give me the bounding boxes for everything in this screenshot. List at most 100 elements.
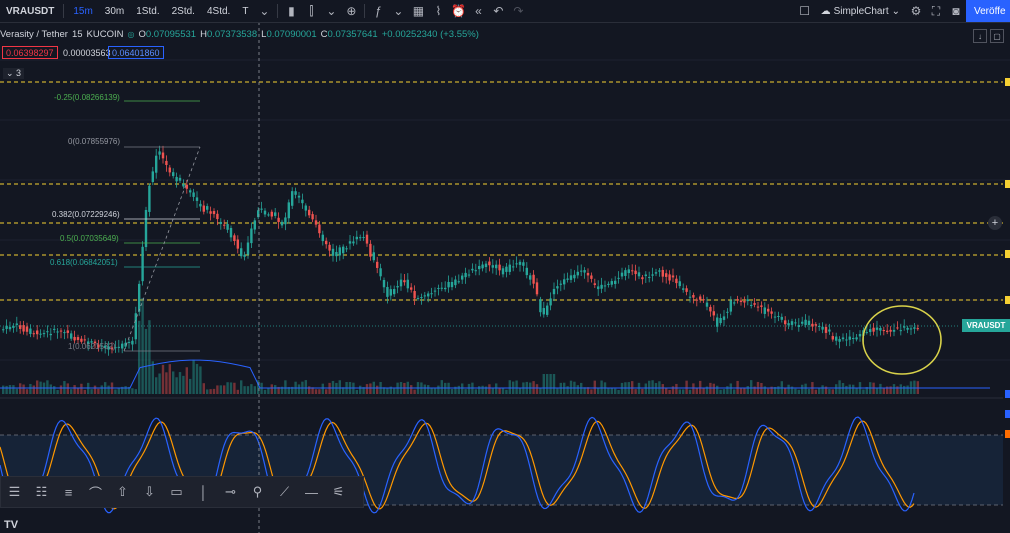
candle-body [525, 267, 528, 276]
alert-icon[interactable]: ⏰ [450, 4, 466, 18]
candle-body [739, 300, 743, 303]
candle-body [97, 344, 100, 348]
volume-bar [46, 380, 49, 394]
fullscreen-square-icon[interactable]: ☐ [799, 4, 810, 18]
candle-body [617, 277, 620, 279]
candle-body [886, 330, 889, 332]
candle-body [637, 272, 641, 277]
interval-30m[interactable]: 30m [104, 5, 125, 17]
maximize-icon[interactable]: ▢ [990, 29, 1004, 43]
fullscreen-icon[interactable]: ⛶ [931, 3, 941, 18]
candles [2, 145, 919, 356]
candle-body [372, 252, 375, 261]
chevron-down-icon[interactable]: ⌄ [393, 4, 404, 18]
layout-menu[interactable]: ☁ SimpleChart ⌄ [815, 0, 906, 22]
redo-icon[interactable]: ↷ [513, 4, 524, 18]
interval-1h[interactable]: 1Std. [136, 5, 160, 17]
interval-1d[interactable]: T [242, 5, 249, 17]
candle-body [892, 329, 896, 332]
volume-bar [488, 384, 491, 394]
horizontal-line-icon[interactable]: — [305, 484, 318, 500]
arrow-up-icon[interactable]: ⇧ [117, 484, 128, 499]
undo-icon[interactable]: ↶ [493, 4, 504, 18]
collapse-legend-button[interactable]: ⌄ 3 [3, 68, 25, 79]
candle-body [518, 261, 522, 265]
volume-bar [716, 385, 719, 394]
bars-icon[interactable]: ⫿ [309, 3, 314, 18]
volume-bar [185, 367, 188, 394]
trend-line-icon[interactable]: ⟋ [279, 484, 290, 499]
volume-bar [277, 386, 280, 394]
indicator-marker [1005, 390, 1010, 398]
candle-body [430, 293, 433, 295]
candle-body [226, 224, 229, 230]
candle-body [461, 275, 464, 280]
candle-body [297, 195, 301, 198]
fib-label-0382: 0.382(0.07229246) [52, 210, 120, 219]
camera-icon[interactable]: ◙ [952, 4, 960, 18]
symbol-search[interactable]: VRAUSDT [6, 5, 55, 17]
candle-body [845, 339, 848, 341]
chevron-down-icon[interactable]: ⌄ [326, 4, 337, 18]
volume-bar [389, 386, 392, 394]
candle-body [841, 337, 845, 340]
tool-lines-icon[interactable]: ≡ [64, 484, 73, 500]
candle-body [168, 167, 171, 173]
tool-rows2-icon[interactable]: ☷ [35, 484, 48, 499]
candle-body [865, 332, 868, 334]
volume-bar [59, 385, 63, 394]
rectangle-icon[interactable]: ▭ [170, 484, 183, 499]
volume-bar [464, 389, 467, 394]
candle-body [505, 266, 508, 272]
candle-body [277, 217, 280, 223]
candle-body [464, 272, 467, 278]
ask-price[interactable]: 0.06401860 [108, 46, 164, 59]
gear-icon[interactable]: ⚙ [910, 4, 922, 18]
volume-bar [267, 388, 270, 394]
volume-bar [158, 373, 161, 394]
compare-icon[interactable]: ⌇ [435, 4, 442, 18]
plus-icon[interactable]: + [988, 216, 1002, 230]
candle-body [753, 303, 756, 305]
candle-body [787, 323, 790, 326]
candle-body [522, 262, 525, 266]
chevron-down-icon[interactable]: ⌄ [259, 4, 270, 18]
fib-icon[interactable]: ⚟ [332, 484, 345, 499]
candle-body [590, 275, 593, 279]
candle-body [804, 319, 807, 325]
candles-icon[interactable]: ▮ [288, 4, 295, 18]
volume-bar [641, 388, 644, 394]
interval-4h[interactable]: 4Std. [206, 5, 231, 17]
horizontal-ray-icon[interactable]: ⊸ [225, 484, 236, 499]
candle-body [855, 337, 858, 340]
volume-bar [821, 385, 824, 394]
bid-price[interactable]: 0.06398297 [2, 46, 58, 59]
candle-body [648, 276, 651, 278]
arrow-down-icon[interactable]: ↓ [973, 29, 987, 43]
candle-body [444, 287, 447, 290]
volume-bar [155, 377, 158, 394]
vertical-line-icon[interactable]: │ [199, 484, 208, 500]
indicators-icon[interactable]: ƒ [375, 4, 382, 18]
candle-body [328, 244, 331, 251]
candle-body [206, 206, 209, 210]
add-icon[interactable]: ⊕ [346, 4, 357, 18]
publish-button[interactable]: Veröffe [966, 0, 1010, 22]
candle-body [858, 334, 862, 337]
candle-body [22, 325, 25, 332]
status-dot-icon: ◎ [127, 30, 135, 39]
tool-curve-icon[interactable]: ⌒ [88, 485, 102, 501]
interval-2h[interactable]: 2Std. [171, 5, 195, 17]
legend-symbol-name[interactable]: Verasity / Tether [0, 29, 68, 40]
volume-bar [508, 380, 511, 394]
legend-close: C0.07357641 [320, 29, 378, 40]
volume-bar [338, 380, 341, 394]
templates-icon[interactable]: ▦ [412, 4, 425, 18]
volume-bar [841, 383, 845, 394]
tool-rows-icon[interactable]: ☰ [8, 484, 21, 499]
pin-icon[interactable]: ⚲ [252, 484, 263, 499]
interval-15m[interactable]: 15m [73, 5, 93, 17]
replay-icon[interactable]: « [475, 4, 482, 18]
arrow-down-icon[interactable]: ⇩ [144, 484, 155, 499]
